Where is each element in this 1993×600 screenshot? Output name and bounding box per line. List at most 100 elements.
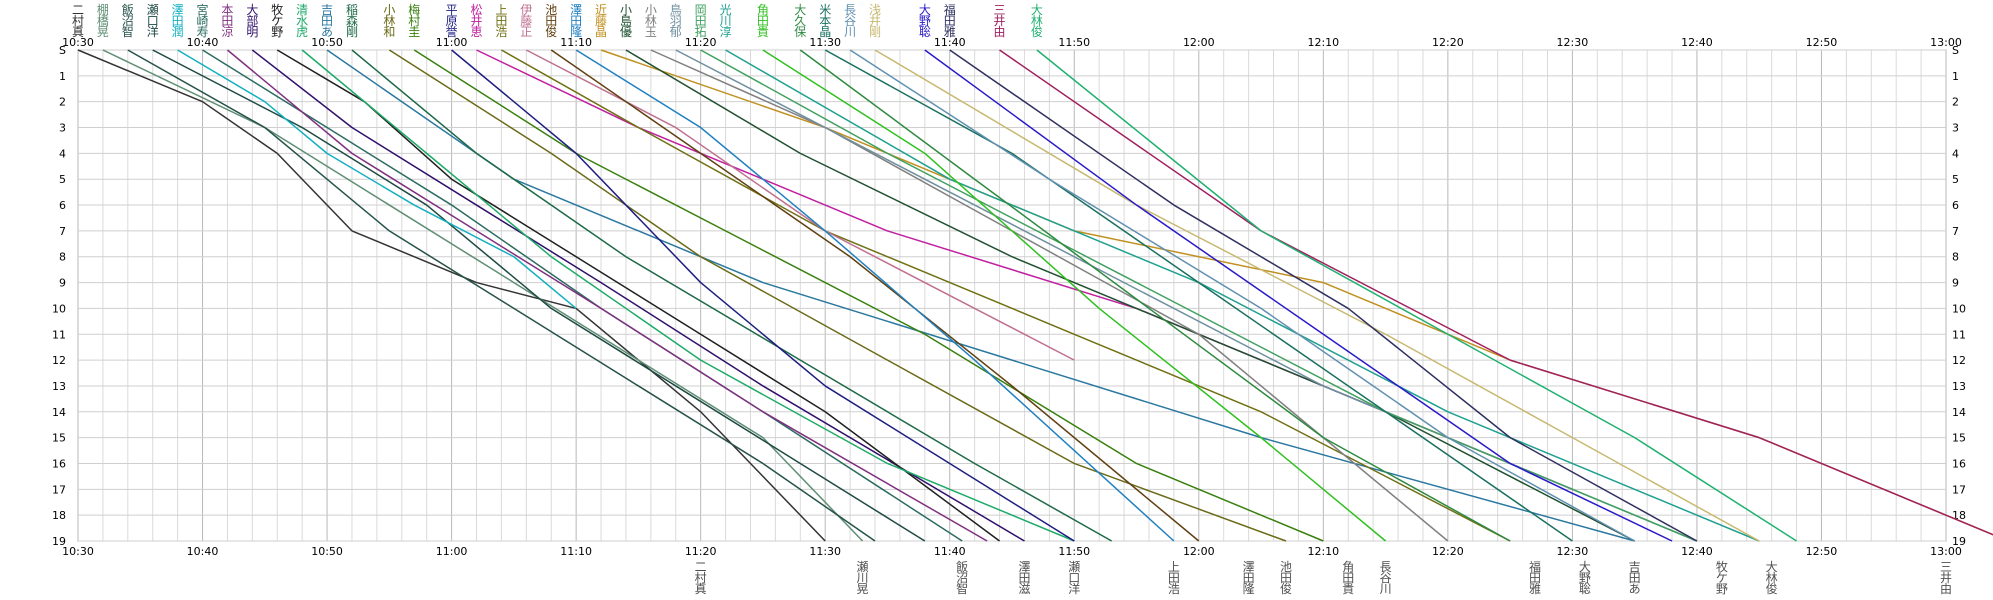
y-tick-label-left: 13 — [52, 380, 66, 393]
x-tick-label-bottom: 12:10 — [1307, 545, 1339, 558]
y-tick-label-left: 8 — [59, 251, 66, 264]
series-line-12 — [388, 49, 1287, 542]
y-tick-label-left: 19 — [52, 535, 66, 548]
x-tick-label-bottom: 12:40 — [1681, 545, 1713, 558]
series-name-label-26: 角田貴 — [757, 3, 769, 39]
x-tick-label-top: 10:40 — [187, 36, 219, 49]
y-tick-label-right: 12 — [1952, 354, 1966, 367]
finish-label-0: 二村真 — [695, 560, 707, 596]
series-line-32 — [949, 49, 1698, 542]
x-tick-label-bottom: 12:20 — [1432, 545, 1464, 558]
finish-label-5: 上田浩 — [1168, 560, 1180, 596]
x-tick-label-bottom: 11:50 — [1058, 545, 1090, 558]
series-name-label-15: 松井恵 — [470, 3, 482, 39]
series-line-21 — [625, 49, 1636, 542]
series-name-label-34: 大林俊 — [1031, 3, 1043, 39]
finish-label-3: 澤田滋 — [1018, 560, 1030, 596]
finish-label-9: 長谷川 — [1380, 560, 1392, 596]
series-name-label-13: 梅村圭 — [408, 2, 420, 39]
series-line-23 — [675, 49, 1698, 542]
y-tick-label-right: 6 — [1952, 199, 1959, 212]
start-label-left: S — [59, 44, 66, 57]
y-tick-label-left: 15 — [52, 432, 66, 445]
x-tick-label-top: 12:30 — [1557, 36, 1589, 49]
x-tick-label-top: 11:10 — [560, 36, 592, 49]
x-tick-label-bottom: 10:50 — [311, 545, 343, 558]
finish-label-12: 吉田あ — [1629, 560, 1641, 596]
y-tick-label-left: 10 — [52, 302, 66, 315]
finish-labels: 二村真 瀬川晃 飯沼智 澤田滋 瀬口洋 上田浩 澤田隆 池田俊 角田貴 長谷川 福田雅 大野聡 吉田あ 牧… — [695, 559, 1952, 596]
series-name-label-24: 岡田拓 — [695, 3, 707, 39]
finish-label-7: 池田俊 — [1280, 560, 1292, 596]
y-tick-label-right: 8 — [1952, 251, 1959, 264]
y-tick-label-right: 11 — [1952, 328, 1966, 341]
series-name-label-14: 平原誉 — [446, 3, 458, 39]
series-name-label-33: 三井由 — [994, 3, 1006, 39]
x-tick-label-top: 11:30 — [809, 36, 841, 49]
series-line-14 — [451, 49, 1075, 542]
x-tick-label-bottom: 11:40 — [934, 545, 966, 558]
y-tick-label-left: 5 — [59, 173, 66, 186]
series-line-7 — [251, 49, 1025, 542]
series-name-label-16: 上田浩 — [495, 3, 507, 39]
y-tick-label-left: 4 — [59, 147, 66, 160]
finish-label-15: 三井由 — [1940, 560, 1952, 596]
finish-label-6: 澤田隆 — [1243, 560, 1255, 596]
series-line-16 — [501, 49, 1511, 542]
series-name-label-1: 棚橋晃 — [97, 2, 109, 39]
start-label-right: S — [1952, 44, 1959, 57]
series-name-label-22: 小林玉 — [645, 3, 657, 39]
series-name-label-28: 米本晶 — [819, 3, 831, 39]
series-line-31 — [924, 49, 1673, 542]
series-line-34 — [1036, 49, 1797, 542]
x-tick-label-bottom: 13:00 — [1930, 545, 1962, 558]
series-name-label-7: 大部明 — [246, 3, 258, 39]
series-name-label-8: 牧ケ野 — [271, 3, 283, 39]
series-name-label-11: 稲森剛 — [346, 3, 358, 39]
y-tick-label-left: 9 — [59, 277, 66, 290]
series-line-24 — [700, 49, 1698, 542]
series-name-label-6: 本田涼 — [221, 3, 233, 39]
x-tick-label-bottom: 12:50 — [1806, 545, 1838, 558]
series-line-8 — [276, 49, 1000, 542]
series-line-26 — [762, 49, 1387, 542]
x-tick-label-bottom: 11:10 — [560, 545, 592, 558]
finish-label-13: 牧ケ野 — [1716, 560, 1728, 596]
series-line-27 — [799, 49, 1511, 542]
series-line-25 — [725, 49, 1760, 542]
finish-label-14: 大林俊 — [1766, 560, 1778, 596]
y-tick-label-right: 17 — [1952, 483, 1966, 496]
series-name-label-20: 近藤晶 — [595, 3, 607, 39]
y-tick-label-left: 18 — [52, 509, 66, 522]
series-name-label-27: 大久保 — [794, 3, 806, 39]
series-line-0 — [77, 49, 826, 542]
finish-label-4: 瀬口洋 — [1068, 560, 1080, 596]
x-tick-label-top: 10:30 — [62, 36, 94, 49]
series-name-label-3: 瀬口洋 — [147, 3, 159, 39]
series-name-label-30: 浅井剛 — [869, 3, 881, 39]
series-name-label-5: 宮崎寿 — [197, 2, 209, 39]
y-tick-label-left: 12 — [52, 354, 66, 367]
y-tick-label-right: 15 — [1952, 432, 1966, 445]
x-tick-label-top: 11:50 — [1058, 36, 1090, 49]
y-tick-label-right: 10 — [1952, 302, 1966, 315]
series-line-4 — [177, 49, 577, 309]
y-tick-label-left: 2 — [59, 96, 66, 109]
series-name-label-17: 伊藤正 — [520, 3, 532, 39]
y-tick-label-right: 1 — [1952, 70, 1959, 83]
series-name-label-4: 澤田潤 — [172, 3, 184, 39]
y-tick-label-right: 2 — [1952, 96, 1959, 109]
y-tick-label-right: 7 — [1952, 225, 1959, 238]
series-line-28 — [824, 49, 1573, 542]
series-line-6 — [226, 49, 988, 542]
series-name-label-25: 光川淳 — [720, 3, 732, 39]
series-line-30 — [874, 49, 1760, 542]
finish-label-8: 角田貴 — [1342, 560, 1354, 596]
y-tick-label-left: 16 — [52, 457, 66, 470]
series-line-3 — [152, 49, 926, 542]
x-tick-label-bottom: 12:30 — [1557, 545, 1589, 558]
plot-frame — [77, 49, 1947, 542]
x-tick-label-top: 11:40 — [934, 36, 966, 49]
